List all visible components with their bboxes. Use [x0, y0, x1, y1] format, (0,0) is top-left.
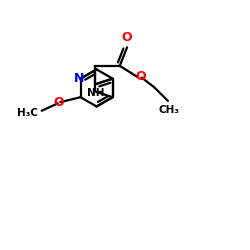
Text: O: O [122, 31, 132, 44]
Text: O: O [54, 96, 64, 109]
Text: CH₃: CH₃ [159, 105, 180, 115]
Text: NH: NH [88, 88, 105, 98]
Text: O: O [135, 70, 146, 84]
Text: H₃C: H₃C [17, 108, 38, 118]
Text: N: N [74, 72, 85, 85]
